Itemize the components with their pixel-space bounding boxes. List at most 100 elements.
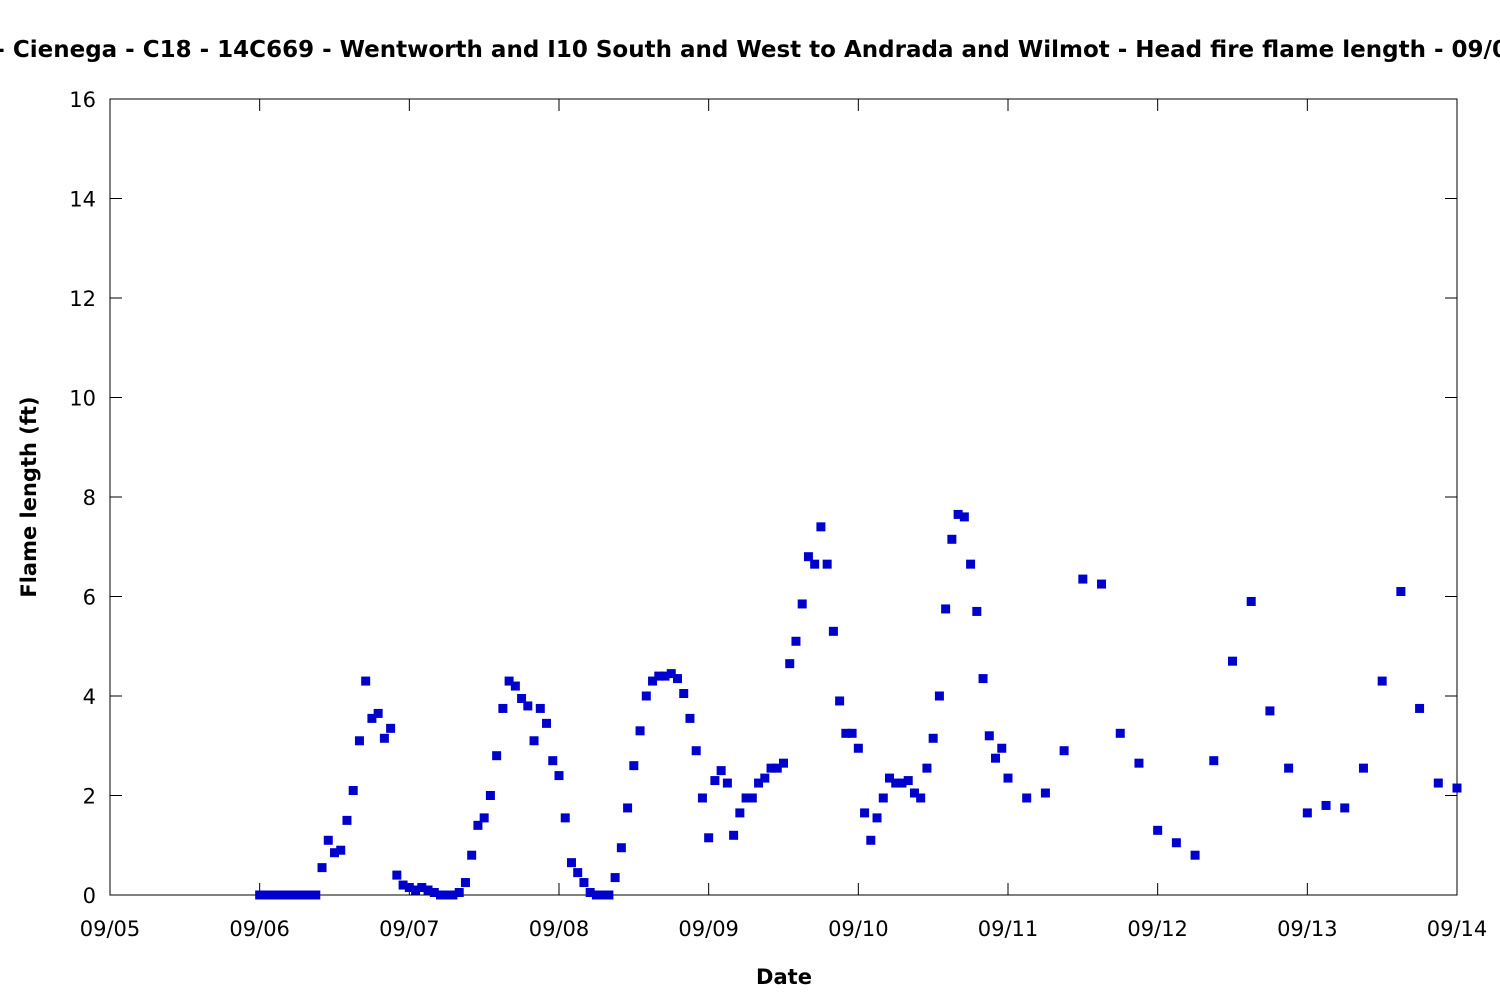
- data-point: [1209, 756, 1219, 766]
- data-point: [648, 676, 658, 686]
- data-point: [997, 743, 1007, 753]
- data-point: [460, 878, 470, 888]
- data-point: [860, 808, 870, 818]
- data-point: [966, 559, 976, 569]
- x-tick-label: 09/13: [1277, 917, 1338, 941]
- data-point: [704, 833, 714, 843]
- data-point: [953, 509, 963, 519]
- data-point: [386, 723, 396, 733]
- data-point: [255, 890, 265, 900]
- data-point: [411, 885, 421, 895]
- data-point: [317, 863, 327, 873]
- data-point: [273, 890, 283, 900]
- data-point: [797, 599, 807, 609]
- y-tick-label: 4: [83, 685, 96, 709]
- data-point: [928, 733, 938, 743]
- data-point: [404, 883, 414, 893]
- data-point: [573, 868, 583, 878]
- data-point: [510, 681, 520, 691]
- data-point: [292, 890, 302, 900]
- data-point: [747, 793, 757, 803]
- data-point: [810, 559, 820, 569]
- data-point: [841, 728, 851, 738]
- data-point: [529, 736, 539, 746]
- data-point: [1003, 773, 1013, 783]
- y-tick-label: 8: [83, 486, 96, 510]
- data-point: [467, 850, 477, 860]
- data-point: [1415, 703, 1425, 713]
- data-point: [454, 888, 464, 898]
- data-point: [1265, 706, 1275, 716]
- x-tick-label: 09/06: [229, 917, 290, 941]
- data-point: [492, 751, 502, 761]
- data-point: [922, 763, 932, 773]
- data-point: [978, 674, 988, 684]
- y-tick-label: 0: [83, 884, 96, 908]
- data-point: [672, 674, 682, 684]
- y-tick-label: 12: [69, 287, 96, 311]
- data-point: [828, 626, 838, 636]
- data-point: [1190, 850, 1200, 860]
- data-point: [1097, 579, 1107, 589]
- data-point: [367, 713, 377, 723]
- data-point: [417, 883, 427, 893]
- data-point: [535, 703, 545, 713]
- data-point: [1171, 838, 1181, 848]
- data-point: [916, 793, 926, 803]
- data-point: [429, 888, 439, 898]
- data-point: [504, 676, 514, 686]
- data-point: [897, 778, 907, 788]
- data-point: [323, 835, 333, 845]
- data-point: [373, 708, 383, 718]
- x-tick-label: 09/12: [1127, 917, 1188, 941]
- data-point: [1134, 758, 1144, 768]
- data-point: [286, 890, 296, 900]
- data-point: [1153, 825, 1163, 835]
- data-point: [835, 696, 845, 706]
- data-point: [754, 778, 764, 788]
- data-point: [342, 815, 352, 825]
- data-point: [261, 890, 271, 900]
- y-tick-label: 16: [69, 88, 96, 112]
- y-tick-label: 6: [83, 586, 96, 610]
- data-point: [735, 808, 745, 818]
- data-point: [579, 878, 589, 888]
- data-point: [298, 890, 308, 900]
- data-point: [560, 813, 570, 823]
- data-point: [760, 773, 770, 783]
- data-point: [554, 771, 564, 781]
- data-point: [691, 746, 701, 756]
- data-point: [822, 559, 832, 569]
- data-point: [1022, 793, 1032, 803]
- data-point: [423, 885, 433, 895]
- data-point: [1321, 800, 1331, 810]
- y-axis-label: Flame length (ft): [17, 396, 41, 597]
- y-tick-label: 2: [83, 785, 96, 809]
- data-point: [1302, 808, 1312, 818]
- x-tick-label: 09/05: [80, 917, 141, 941]
- data-point: [542, 718, 552, 728]
- data-point: [654, 671, 664, 681]
- data-point: [311, 890, 321, 900]
- data-point: [635, 726, 645, 736]
- x-tick-label: 09/09: [678, 917, 739, 941]
- data-point: [716, 766, 726, 776]
- data-point: [1115, 728, 1125, 738]
- data-point: [891, 778, 901, 788]
- data-point: [1040, 788, 1050, 798]
- data-point: [766, 763, 776, 773]
- y-tick-label: 10: [69, 387, 96, 411]
- data-point: [934, 691, 944, 701]
- data-point: [941, 604, 951, 614]
- data-point: [785, 659, 795, 669]
- chart-title: ID 160 - Cienega - C18 - 14C669 - Wentwo…: [0, 37, 1500, 63]
- data-point: [305, 890, 315, 900]
- data-point: [872, 813, 882, 823]
- x-tick-label: 09/10: [828, 917, 889, 941]
- data-point: [866, 835, 876, 845]
- data-points: [255, 509, 1462, 900]
- data-point: [392, 870, 402, 880]
- data-point: [679, 689, 689, 699]
- data-point: [779, 758, 788, 768]
- data-point: [741, 793, 751, 803]
